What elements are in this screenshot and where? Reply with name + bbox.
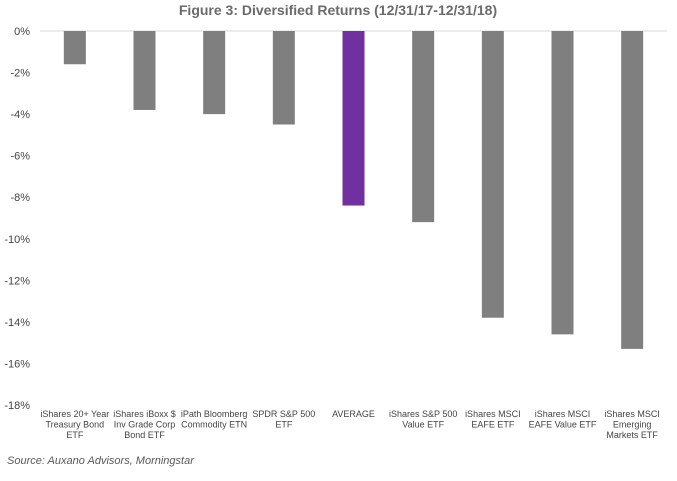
- x-tick-label: iShares MSCI Emerging Markets ETF: [604, 409, 660, 440]
- y-tick-label: -16%: [4, 358, 30, 370]
- x-tick-label: iShares S&P 500 Value ETF: [389, 409, 457, 430]
- source-note: Source: Auxano Advisors, Morningstar: [7, 455, 195, 467]
- bar: [481, 31, 504, 318]
- y-tick-label: -4%: [10, 109, 30, 121]
- y-tick-label: -10%: [4, 234, 30, 246]
- bar: [412, 31, 435, 223]
- x-tick-label: iPath Bloomberg Commodity ETN: [181, 409, 248, 430]
- x-axis-labels: iShares 20+ Year Treasury Bond ETFiShares …: [40, 409, 660, 440]
- y-tick-label: -2%: [10, 68, 30, 80]
- y-tick-label: 0%: [14, 26, 30, 38]
- chart-title: Figure 3: Diversified Returns (12/31/17-…: [179, 2, 497, 18]
- y-axis: 0% -2% -4% -6% -8% -10% -12% -14% -16% -18%: [4, 26, 30, 412]
- x-tick-label: AVERAGE: [332, 409, 375, 419]
- bar: [272, 31, 295, 125]
- bar: [342, 31, 365, 206]
- x-tick-label: iShares 20+ Year Treasury Bond ETF: [40, 409, 109, 440]
- y-tick-label: -12%: [4, 275, 30, 287]
- bars: [63, 31, 644, 349]
- y-tick-label: -6%: [10, 151, 30, 163]
- y-tick-label: -14%: [4, 317, 30, 329]
- x-tick-label: iShares iBoxx $ Inv Grade Corp Bond ETF: [113, 409, 176, 440]
- y-tick-label: -18%: [4, 400, 30, 412]
- bar: [133, 31, 156, 110]
- x-tick-label: SPDR S&P 500 ETF: [252, 409, 315, 430]
- bar: [203, 31, 226, 115]
- bar: [551, 31, 574, 335]
- bar: [621, 31, 644, 349]
- bar: [63, 31, 86, 65]
- x-tick-label: iShares MSCI EAFE ETF: [465, 409, 521, 430]
- x-tick-label: iShares MSCI EAFE Value ETF: [529, 409, 597, 430]
- y-tick-label: -8%: [10, 192, 30, 204]
